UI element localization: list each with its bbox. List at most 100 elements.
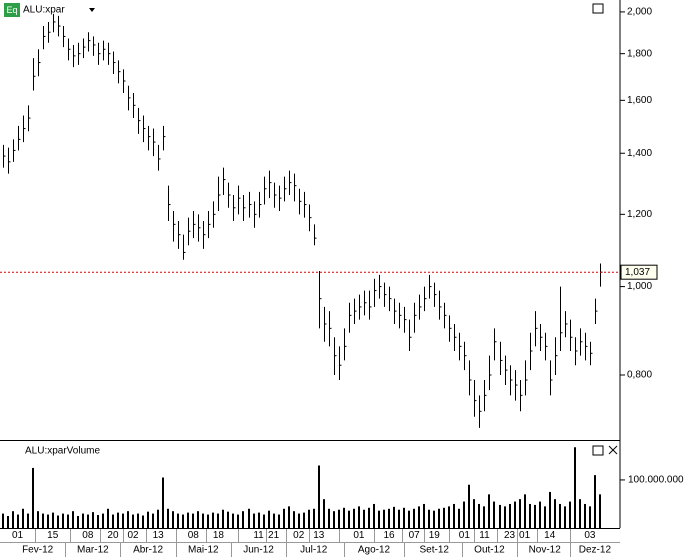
last-price-label: 1,037 xyxy=(625,267,650,278)
volume-bar xyxy=(388,508,390,528)
y-tick-label: 100.000.000 xyxy=(628,475,684,486)
volume-bar xyxy=(268,510,270,528)
badge-box xyxy=(4,3,20,17)
volume-bar xyxy=(584,503,586,528)
volume-bar xyxy=(298,513,300,528)
x-tick-label: 16 xyxy=(384,530,396,541)
volume-bar xyxy=(468,484,470,528)
volume-bar xyxy=(248,508,250,528)
volume-bar xyxy=(7,515,9,528)
volume-bar xyxy=(504,506,506,528)
volume-bar xyxy=(594,475,596,528)
volume-bar xyxy=(112,514,114,528)
volume-bar xyxy=(237,514,239,528)
month-label: Jul-12 xyxy=(300,545,328,556)
volume-bar xyxy=(529,503,531,528)
chart-title[interactable]: ALU:xpar xyxy=(23,5,65,16)
volume-bar xyxy=(2,513,4,528)
x-tick-label: 07 xyxy=(409,530,421,541)
volume-bar xyxy=(82,513,84,528)
volume-bar xyxy=(177,513,179,528)
volume-bar xyxy=(564,506,566,528)
volume-bar xyxy=(122,513,124,528)
volume-bar xyxy=(167,508,169,528)
volume-bar xyxy=(303,512,305,528)
volume-bar xyxy=(92,512,94,528)
volume-bar xyxy=(559,503,561,528)
volume-bar xyxy=(147,511,149,528)
volume-bar xyxy=(549,491,551,528)
x-tick-label: 08 xyxy=(82,530,94,541)
x-tick-label: 01 xyxy=(519,530,531,541)
x-tick-label: 19 xyxy=(429,530,441,541)
volume-bar xyxy=(418,506,420,528)
x-tick-label: 01 xyxy=(353,530,365,541)
volume-bar xyxy=(499,504,501,528)
month-label: Abr-12 xyxy=(133,545,163,556)
volume-bar xyxy=(212,512,214,528)
x-tick-label: 02 xyxy=(293,530,305,541)
volume-bar xyxy=(383,509,385,528)
volume-bar xyxy=(107,508,109,528)
volume-bar xyxy=(423,503,425,528)
y-tick-label: 1,400 xyxy=(627,148,652,159)
volume-bar xyxy=(197,511,199,528)
volume-bar xyxy=(227,511,229,528)
volume-bar xyxy=(589,506,591,528)
maximize-icon[interactable] xyxy=(592,3,604,14)
volume-bar xyxy=(222,509,224,528)
volume-bar xyxy=(519,499,521,528)
volume-bar xyxy=(182,514,184,528)
volume-bar xyxy=(554,499,556,528)
volume-bar xyxy=(574,447,576,528)
volume-bar xyxy=(544,506,546,528)
volume-bar xyxy=(348,510,350,528)
y-tick-label: 1,000 xyxy=(627,281,652,292)
month-label: Mai-12 xyxy=(188,545,219,556)
volume-bar xyxy=(232,513,234,528)
maximize-icon[interactable] xyxy=(592,445,604,456)
volume-bar xyxy=(453,503,455,528)
volume-bar xyxy=(438,508,440,528)
volume-bar xyxy=(428,509,430,528)
volume-bar xyxy=(393,506,395,528)
volume-bar xyxy=(333,511,335,528)
volume-bar xyxy=(443,507,445,528)
volume-bar xyxy=(288,506,290,528)
volume-bar xyxy=(368,507,370,528)
volume-bar xyxy=(202,513,204,528)
volume-title: ALU:xparVolume xyxy=(25,446,100,457)
volume-bar xyxy=(448,506,450,528)
close-icon[interactable] xyxy=(608,445,618,455)
volume-bar xyxy=(67,514,69,528)
volume-bar xyxy=(318,465,320,528)
volume-bar xyxy=(253,513,255,528)
month-label: Jun-12 xyxy=(243,545,274,556)
x-tick-label: 01 xyxy=(459,530,471,541)
month-label: Mar-12 xyxy=(77,545,109,556)
volume-bar xyxy=(87,514,89,528)
volume-bar xyxy=(373,503,375,528)
volume-bar xyxy=(102,513,104,528)
volume-bar xyxy=(22,508,24,528)
y-tick-label: 0,800 xyxy=(627,370,652,381)
x-tick-label: 11 xyxy=(479,530,490,541)
x-tick-label: 13 xyxy=(153,530,165,541)
volume-bar xyxy=(483,506,485,528)
volume-bar xyxy=(408,510,410,528)
dropdown-arrow[interactable] xyxy=(89,8,95,12)
volume-bar xyxy=(97,515,99,528)
volume-bar xyxy=(398,509,400,528)
volume-bar xyxy=(283,508,285,528)
volume-bar xyxy=(273,513,275,528)
x-tick-label: 02 xyxy=(127,530,139,541)
volume-bar xyxy=(313,508,315,528)
x-tick-label: 21 xyxy=(268,530,280,541)
x-tick-label: 13 xyxy=(313,530,325,541)
volume-bar xyxy=(514,501,516,528)
volume-bar xyxy=(57,515,59,528)
volume-bar xyxy=(157,509,159,528)
volume-bar xyxy=(77,515,79,528)
